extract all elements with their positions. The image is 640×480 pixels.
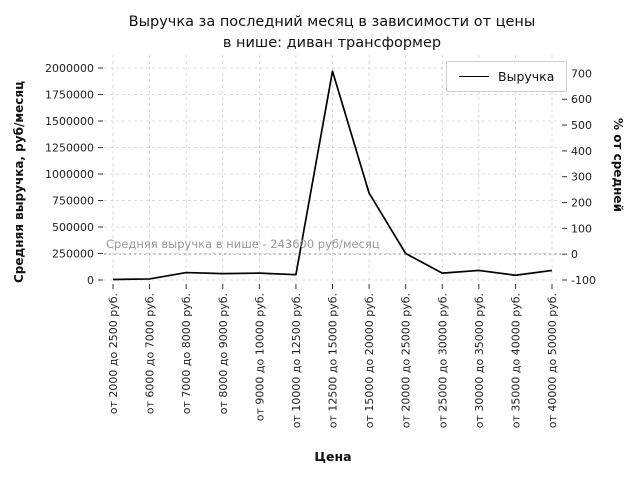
revenue-line xyxy=(112,70,553,281)
y-tick-label-left: 750000 xyxy=(52,195,94,208)
y-tick-label-right: 200 xyxy=(571,197,592,210)
y-tick-label-right: -100 xyxy=(571,274,596,287)
y-tick-label-right: 600 xyxy=(571,93,592,106)
x-tick-label: от 40000 до 50000 руб. xyxy=(546,293,559,428)
y-axis-label-left: Средняя выручка, руб/месяц xyxy=(12,80,26,284)
x-tick-label: от 9000 до 10000 руб. xyxy=(253,293,266,421)
legend: Выручка xyxy=(446,61,568,92)
y-tick-label-left: 0 xyxy=(87,274,94,287)
y-tick-label-right: 700 xyxy=(571,67,592,80)
x-tick-label: от 20000 до 25000 руб. xyxy=(400,293,413,428)
x-tick-label: от 25000 до 30000 руб. xyxy=(436,293,449,428)
legend-label: Выручка xyxy=(498,69,555,84)
y-tick-label-right: 400 xyxy=(571,145,592,158)
y-tick-label-left: 250000 xyxy=(52,248,94,261)
y-tick-label-left: 1250000 xyxy=(45,142,94,155)
y-tick-label-left: 1000000 xyxy=(45,168,94,181)
mean-line-annotation: Средняя выручка в нише - 243600 руб/меся… xyxy=(106,237,380,252)
x-tick-label: от 30000 до 35000 руб. xyxy=(473,293,486,428)
x-tick-label: от 6000 до 7000 руб. xyxy=(144,293,157,414)
chart-title: Выручка за последний месяц в зависимости… xyxy=(128,14,536,52)
x-tick-label: от 8000 до 9000 руб. xyxy=(217,293,230,414)
y-tick-label-left: 1500000 xyxy=(45,115,94,128)
legend-line-icon xyxy=(459,76,489,77)
x-tick-label: от 15000 до 20000 руб. xyxy=(363,293,376,428)
y-tick-label-right: 300 xyxy=(571,171,592,184)
x-tick-label: от 35000 до 40000 руб. xyxy=(509,293,522,428)
x-tick-label: от 2000 до 2500 руб. xyxy=(107,293,120,414)
y-tick-label-left: 500000 xyxy=(52,221,94,234)
x-tick-label: от 10000 до 12500 руб. xyxy=(290,293,303,428)
x-tick-label: от 12500 до 15000 руб. xyxy=(327,293,340,428)
x-tick-label: от 7000 до 8000 руб. xyxy=(180,293,193,414)
y-tick-label-left: 2000000 xyxy=(45,62,94,75)
y-axis-label-right: % от средней xyxy=(611,118,625,212)
x-axis-label: Цена xyxy=(314,449,352,464)
y-tick-label-right: 500 xyxy=(571,119,592,132)
y-tick-label-right: 0 xyxy=(571,248,578,261)
y-tick-label-right: 100 xyxy=(571,222,592,235)
y-tick-label-left: 1750000 xyxy=(45,89,94,102)
